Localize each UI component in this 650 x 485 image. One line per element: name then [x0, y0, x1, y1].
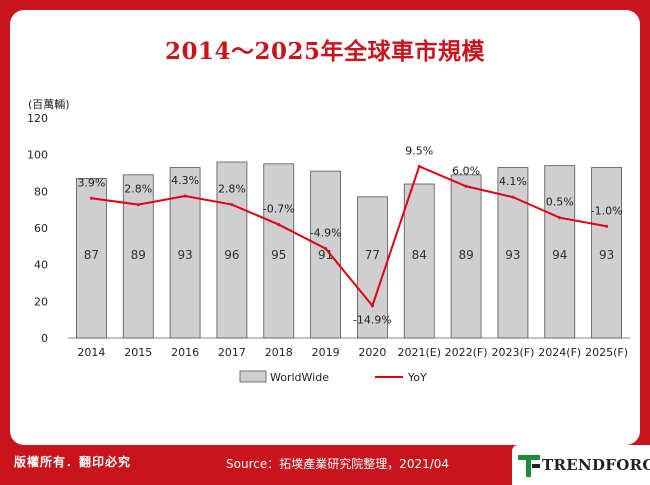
legend-label-yoy: YoY: [407, 371, 427, 384]
y-tick-label: 20: [34, 295, 48, 308]
x-tick-label: 2024(F): [538, 346, 581, 359]
legend-label-worldwide: WorldWide: [270, 371, 329, 384]
yoy-point: [136, 203, 140, 207]
y-tick-label: 100: [27, 149, 48, 162]
yoy-point: [230, 203, 234, 207]
yoy-label: 6.0%: [452, 164, 480, 177]
y-tick-label: 80: [34, 185, 48, 198]
chart-plot: (百萬輛) 0 20 40 60 80 100 120 87 2014 89 2015 93 2016 96…: [27, 97, 630, 384]
x-tick-label: 2019: [312, 346, 340, 359]
x-tick-label: 2023(F): [491, 346, 534, 359]
x-tick-label: 2017: [218, 346, 246, 359]
yoy-line: [91, 164, 607, 308]
y-tick-label: 0: [41, 332, 48, 345]
bar-value-label: 96: [224, 248, 239, 262]
x-tick-label: 2014: [77, 346, 105, 359]
yoy-label: 2.8%: [218, 183, 246, 196]
bar-value-label: 93: [505, 248, 520, 262]
yoy-label: -1.0%: [591, 204, 623, 217]
x-tick-label: 2015: [124, 346, 152, 359]
bar: [450, 174, 482, 339]
bar: [403, 183, 435, 339]
y-tick-label: 60: [34, 222, 48, 235]
y-unit-label: (百萬輛): [28, 97, 70, 111]
legend-swatch-worldwide: [239, 370, 267, 383]
yoy-point: [277, 223, 281, 227]
yoy-label: 3.9%: [77, 176, 105, 189]
yoy-point: [511, 195, 515, 199]
yoy-label: 0.5%: [546, 196, 574, 209]
bar-value-label: 95: [271, 248, 286, 262]
bar: [263, 163, 295, 339]
yoy-point: [370, 304, 374, 308]
bar: [544, 165, 576, 339]
source-note: Source：拓墣產業研究院整理，2021/04: [226, 457, 450, 471]
yoy-label: -14.9%: [353, 314, 392, 327]
trendforce-logo: TRENDFORCE: [512, 445, 650, 485]
yoy-point: [558, 216, 562, 220]
y-tick-label: 40: [34, 259, 48, 272]
x-tick-label: 2025(F): [585, 346, 628, 359]
y-tick-label: 120: [27, 112, 48, 125]
copyright-notice: 版權所有．翻印必究: [14, 455, 132, 469]
x-tick-label: 2016: [171, 346, 199, 359]
yoy-point: [417, 164, 421, 168]
bar-value-label: 87: [84, 248, 99, 262]
x-tick-label: 2022(F): [445, 346, 488, 359]
bar: [216, 161, 248, 339]
bar-value-label: 93: [177, 248, 192, 262]
logo-text: TRENDFORCE: [542, 456, 650, 474]
bar-value-label: 89: [458, 248, 473, 262]
bar-value-label: 77: [365, 248, 380, 262]
yoy-point: [324, 247, 328, 251]
bar: [310, 170, 341, 339]
chart-panel: 2014～2025年全球車市規模 (百萬輛) 0 20 40 60 80 100 120 87 2…: [10, 10, 640, 445]
bar-value-label: 84: [412, 248, 427, 262]
yoy-label: 4.1%: [499, 175, 527, 188]
yoy-point: [89, 196, 93, 200]
bar: [357, 196, 388, 339]
yoy-label: -0.7%: [263, 203, 295, 216]
yoy-label: 2.8%: [124, 183, 152, 196]
x-tick-label: 2020: [358, 346, 386, 359]
yoy-point: [183, 194, 187, 198]
bar-value-label: 94: [552, 248, 567, 262]
bar: [122, 174, 154, 339]
yoy-point: [605, 224, 609, 228]
x-tick-label: 2021(E): [397, 346, 441, 359]
bar: [591, 167, 622, 339]
yoy-label: 9.5%: [405, 144, 433, 157]
bar-value-label: 89: [131, 248, 146, 262]
trendforce-mark-icon: [518, 455, 540, 477]
bar: [76, 178, 107, 339]
x-tick-label: 2018: [265, 346, 293, 359]
footer-bar: 版權所有．翻印必究 Source：拓墣產業研究院整理，2021/04 TREND…: [0, 445, 650, 485]
yoy-label: 4.3%: [171, 174, 199, 187]
yoy-label: -4.9%: [310, 227, 342, 240]
chart-title: 2014～2025年全球車市規模: [164, 38, 486, 65]
bar-value-label: 93: [599, 248, 614, 262]
yoy-point: [464, 184, 468, 188]
